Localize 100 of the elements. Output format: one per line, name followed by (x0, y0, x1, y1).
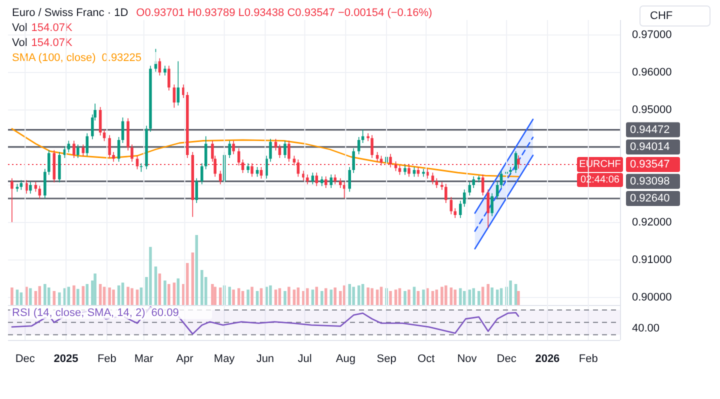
bar (302, 291, 305, 305)
candlestick (176, 60, 180, 106)
bar (517, 291, 520, 305)
bar (380, 286, 383, 305)
bar (422, 290, 425, 305)
candlestick (76, 144, 80, 158)
candlestick (98, 106, 102, 136)
ref-line-label: 0.93547 (630, 158, 670, 170)
x-tick-label: Oct (418, 353, 435, 365)
bar (490, 288, 494, 305)
bar (459, 288, 462, 305)
bar (108, 288, 111, 305)
ref-line-label: 0.94472 (630, 124, 670, 136)
candlestick (218, 170, 222, 185)
candlestick (514, 150, 518, 174)
bar (126, 286, 130, 305)
bar (412, 286, 416, 305)
x-tick-label: Apr (176, 353, 194, 365)
bar (311, 290, 314, 305)
line-series (11, 128, 520, 178)
x-tick-label: Dec (15, 353, 36, 365)
bar (440, 286, 444, 305)
bar (348, 284, 351, 305)
bar (158, 274, 162, 305)
bar (20, 292, 23, 305)
y-tick-label: 0.95000 (632, 104, 672, 116)
bar (191, 252, 194, 305)
bar (408, 290, 410, 305)
bar (389, 291, 392, 305)
bar (121, 282, 124, 305)
candlestick (431, 172, 434, 185)
candlestick (468, 182, 472, 196)
candlestick (10, 178, 14, 223)
candlestick (454, 208, 457, 218)
candlestick (370, 134, 374, 158)
bar (450, 288, 453, 305)
bar (468, 290, 472, 305)
bar (496, 290, 499, 305)
bar (130, 288, 134, 305)
candlestick (486, 189, 490, 229)
bar (288, 286, 290, 305)
bar (330, 290, 333, 305)
x-tick-label: Jul (298, 353, 312, 365)
bar (265, 286, 268, 305)
candlestick (130, 144, 134, 162)
x-tick-label: 2025 (54, 353, 78, 365)
bar (454, 290, 457, 305)
candlestick (278, 144, 282, 158)
x-tick-label: Feb (578, 353, 598, 365)
candlestick (117, 136, 120, 162)
bar (357, 285, 360, 305)
bar (117, 285, 120, 305)
bar (186, 263, 189, 305)
bar (72, 285, 76, 305)
x-tick-label: Nov (457, 353, 478, 365)
bar (38, 286, 42, 305)
y-tick-label: 0.90000 (632, 292, 672, 304)
x-tick-label: Dec (496, 353, 517, 365)
bar (366, 288, 370, 305)
candlestick (352, 148, 355, 174)
annotation: 60.09 (151, 307, 179, 319)
x-tick-label: Aug (336, 353, 356, 365)
bar (284, 291, 286, 305)
candlestick (195, 178, 198, 204)
bar (274, 290, 278, 305)
bar (94, 274, 96, 305)
bar (324, 288, 328, 305)
bar (296, 288, 300, 305)
bar (16, 290, 19, 305)
candlestick (112, 152, 115, 162)
bar (52, 291, 56, 305)
candlestick (348, 166, 351, 192)
candlestick (204, 136, 208, 170)
bar (256, 291, 259, 305)
bar (278, 288, 282, 305)
bar (82, 286, 85, 305)
bar (241, 291, 244, 305)
bar (486, 284, 490, 305)
candlestick (357, 136, 360, 155)
candlestick (496, 182, 499, 200)
bar (292, 290, 296, 305)
annotation: Vol 154.07K (12, 22, 73, 34)
candlestick (284, 140, 286, 158)
bar (29, 288, 32, 305)
x-tick-label: Mar (134, 353, 154, 365)
text: SMA (100, close) (12, 52, 96, 64)
bar (477, 291, 480, 305)
candlestick (48, 150, 50, 176)
candlestick (444, 183, 448, 204)
bar (370, 288, 374, 305)
candlestick (25, 180, 28, 194)
candlestick (228, 140, 231, 158)
bar (237, 288, 240, 305)
candlestick (477, 175, 480, 183)
bar (426, 288, 429, 305)
ref-line-label: 0.92640 (630, 192, 670, 204)
bar (269, 285, 272, 305)
x-tick-label: 2026 (535, 353, 560, 365)
candlestick (320, 176, 324, 187)
candlestick (472, 176, 475, 188)
